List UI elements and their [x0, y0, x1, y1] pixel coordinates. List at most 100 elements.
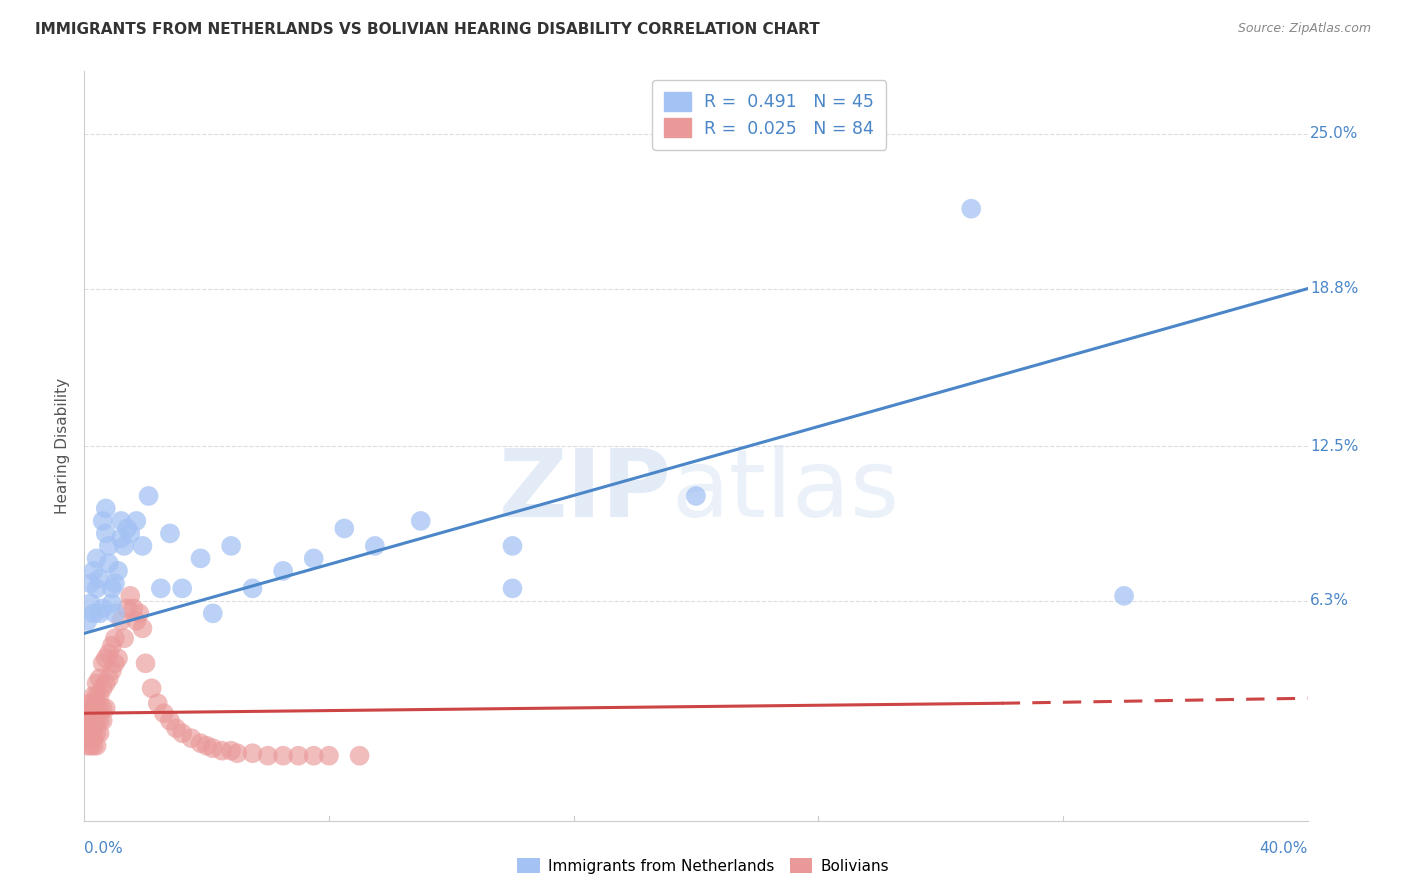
Point — [107, 651, 129, 665]
Point — [79, 714, 101, 728]
Point — [79, 596, 101, 610]
Point — [86, 701, 108, 715]
Point — [302, 748, 325, 763]
Point — [83, 739, 105, 753]
Point — [97, 671, 120, 685]
Point — [76, 726, 98, 740]
Point — [86, 689, 108, 703]
Point — [83, 731, 105, 746]
Point — [97, 539, 120, 553]
Point — [107, 564, 129, 578]
Text: 40.0%: 40.0% — [1260, 840, 1308, 855]
Point — [79, 731, 101, 746]
Point — [112, 539, 135, 553]
Point — [138, 489, 160, 503]
Point — [89, 714, 111, 728]
Point — [153, 706, 176, 721]
Point — [271, 748, 294, 763]
Point — [120, 589, 142, 603]
Point — [104, 576, 127, 591]
Point — [219, 744, 242, 758]
Point — [110, 532, 132, 546]
Point — [91, 701, 114, 715]
Point — [83, 607, 105, 621]
Point — [141, 681, 163, 696]
Point — [131, 539, 153, 553]
Point — [128, 607, 150, 621]
Point — [94, 701, 117, 715]
Point — [502, 539, 524, 553]
Point — [94, 651, 117, 665]
Point — [94, 676, 117, 690]
Point — [83, 726, 105, 740]
Point — [101, 639, 124, 653]
Point — [83, 564, 105, 578]
Point — [242, 582, 264, 596]
Point — [112, 632, 135, 646]
Point — [101, 664, 124, 678]
Point — [76, 706, 98, 721]
Point — [76, 739, 98, 753]
Point — [89, 701, 111, 715]
Point — [165, 721, 187, 735]
Point — [211, 744, 233, 758]
Point — [172, 726, 194, 740]
Point — [122, 601, 145, 615]
Point — [125, 614, 148, 628]
Point — [79, 701, 101, 715]
Point — [110, 514, 132, 528]
Point — [115, 601, 138, 615]
Text: Source: ZipAtlas.com: Source: ZipAtlas.com — [1237, 22, 1371, 36]
Point — [195, 739, 218, 753]
Point — [104, 657, 127, 671]
Point — [104, 632, 127, 646]
Point — [86, 676, 108, 690]
Point — [79, 714, 101, 728]
Point — [86, 714, 108, 728]
Point — [409, 514, 432, 528]
Point — [101, 582, 124, 596]
Point — [83, 706, 105, 721]
Point — [159, 714, 181, 728]
Point — [242, 746, 264, 760]
Point — [180, 731, 202, 746]
Point — [172, 582, 194, 596]
Point — [79, 721, 101, 735]
Point — [94, 526, 117, 541]
Point — [1114, 589, 1136, 603]
Point — [86, 582, 108, 596]
Point — [86, 551, 108, 566]
Point — [271, 564, 294, 578]
Point — [302, 551, 325, 566]
Point — [76, 714, 98, 728]
Point — [226, 746, 249, 760]
Point — [104, 607, 127, 621]
Point — [86, 739, 108, 753]
Point — [86, 726, 108, 740]
Point — [219, 539, 242, 553]
Point — [685, 489, 707, 503]
Point — [115, 521, 138, 535]
Point — [76, 614, 98, 628]
Point — [190, 736, 212, 750]
Point — [83, 714, 105, 728]
Point — [79, 706, 101, 721]
Point — [79, 696, 101, 710]
Point — [89, 671, 111, 685]
Point — [91, 681, 114, 696]
Point — [83, 721, 105, 735]
Point — [149, 582, 172, 596]
Point — [89, 689, 111, 703]
Point — [83, 696, 105, 710]
Point — [287, 748, 309, 763]
Point — [364, 539, 387, 553]
Text: atlas: atlas — [672, 445, 900, 537]
Text: 0.0%: 0.0% — [84, 840, 124, 855]
Y-axis label: Hearing Disability: Hearing Disability — [55, 378, 70, 514]
Point — [110, 614, 132, 628]
Text: 12.5%: 12.5% — [1310, 439, 1358, 453]
Point — [83, 689, 105, 703]
Point — [960, 202, 983, 216]
Point — [83, 706, 105, 721]
Point — [318, 748, 340, 763]
